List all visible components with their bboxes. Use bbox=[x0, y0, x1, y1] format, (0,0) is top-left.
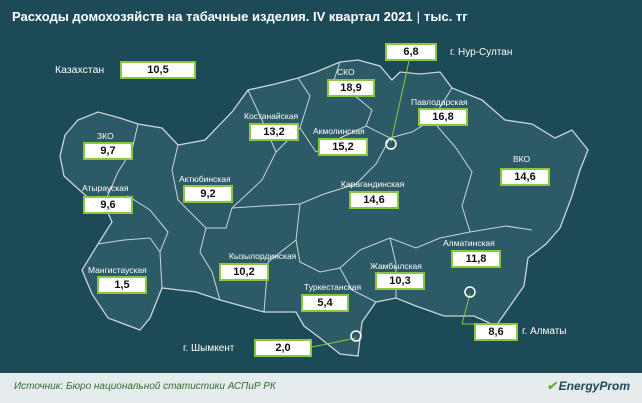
kostanay-value: 13,2 bbox=[249, 123, 299, 141]
zhambyl-label: Жамбылская bbox=[370, 261, 422, 271]
kyzylorda-label: Кызылординская bbox=[229, 251, 297, 261]
sko-label: СКО bbox=[337, 67, 355, 77]
turkestan-label: Туркестанская bbox=[304, 282, 362, 292]
zko-label: ЗКО bbox=[97, 131, 114, 141]
akmola-label: Акмолинская bbox=[313, 126, 365, 136]
title-separator: | bbox=[416, 9, 420, 24]
atyrau-value: 9,6 bbox=[83, 196, 133, 214]
energyprom-logo-icon: ✔ bbox=[546, 379, 557, 393]
brand-logo: ✔ EnergyProm bbox=[547, 379, 630, 393]
country-label: Казахстан bbox=[55, 64, 105, 76]
zko-value: 9,7 bbox=[83, 142, 133, 160]
title-text: Расходы домохозяйств на табачные изделия… bbox=[12, 9, 413, 24]
almaty-region-value: 11,8 bbox=[451, 250, 501, 268]
karaganda-label: Карагандинская bbox=[341, 179, 405, 189]
pavlodar-value: 16,8 bbox=[418, 108, 468, 126]
country-outline bbox=[59, 59, 589, 357]
almaty-city-label: г. Алматы bbox=[522, 326, 567, 337]
atyrau-label: Атырауская bbox=[82, 183, 129, 193]
karaganda-value: 14,6 bbox=[349, 191, 399, 209]
nur-sultan-marker bbox=[385, 138, 397, 150]
kyzylorda-value: 10,2 bbox=[219, 263, 269, 281]
shymkent-value: 2,0 bbox=[254, 339, 312, 357]
mangistau-value: 1,5 bbox=[97, 276, 147, 294]
chart-title: Расходы домохозяйств на табачные изделия… bbox=[12, 9, 468, 24]
country-value: 10,5 bbox=[120, 61, 196, 79]
mangistau-label: Мангистауская bbox=[88, 265, 147, 275]
akmola-value: 15,2 bbox=[318, 138, 368, 156]
almaty-marker bbox=[464, 286, 476, 298]
aktobe-value: 9,2 bbox=[183, 185, 233, 203]
shymkent-marker bbox=[350, 330, 362, 342]
nur-sultan-label: г. Нур-Султан bbox=[450, 47, 513, 58]
sko-value: 18,9 bbox=[327, 79, 375, 97]
title-unit: тыс. тг bbox=[424, 9, 468, 24]
kostanay-label: Костанайская bbox=[244, 111, 299, 121]
vko-value: 14,6 bbox=[500, 168, 550, 186]
pavlodar-label: Павлодарская bbox=[411, 97, 468, 107]
aktobe-label: Актюбинская bbox=[179, 174, 231, 184]
almaty-region-label: Алматинская bbox=[443, 238, 495, 248]
brand-name: EnergyProm bbox=[558, 379, 630, 393]
turkestan-value: 5,4 bbox=[301, 294, 349, 312]
shymkent-label: г. Шымкент bbox=[183, 343, 235, 354]
nur-sultan-value: 6,8 bbox=[385, 43, 437, 61]
zhambyl-value: 10,3 bbox=[375, 272, 425, 290]
source-note: Источник: Бюро национальной статистики А… bbox=[14, 381, 276, 392]
footer-bar: Источник: Бюро национальной статистики А… bbox=[0, 373, 642, 403]
almaty-city-value: 8,6 bbox=[474, 323, 518, 341]
vko-label: ВКО bbox=[513, 154, 531, 164]
